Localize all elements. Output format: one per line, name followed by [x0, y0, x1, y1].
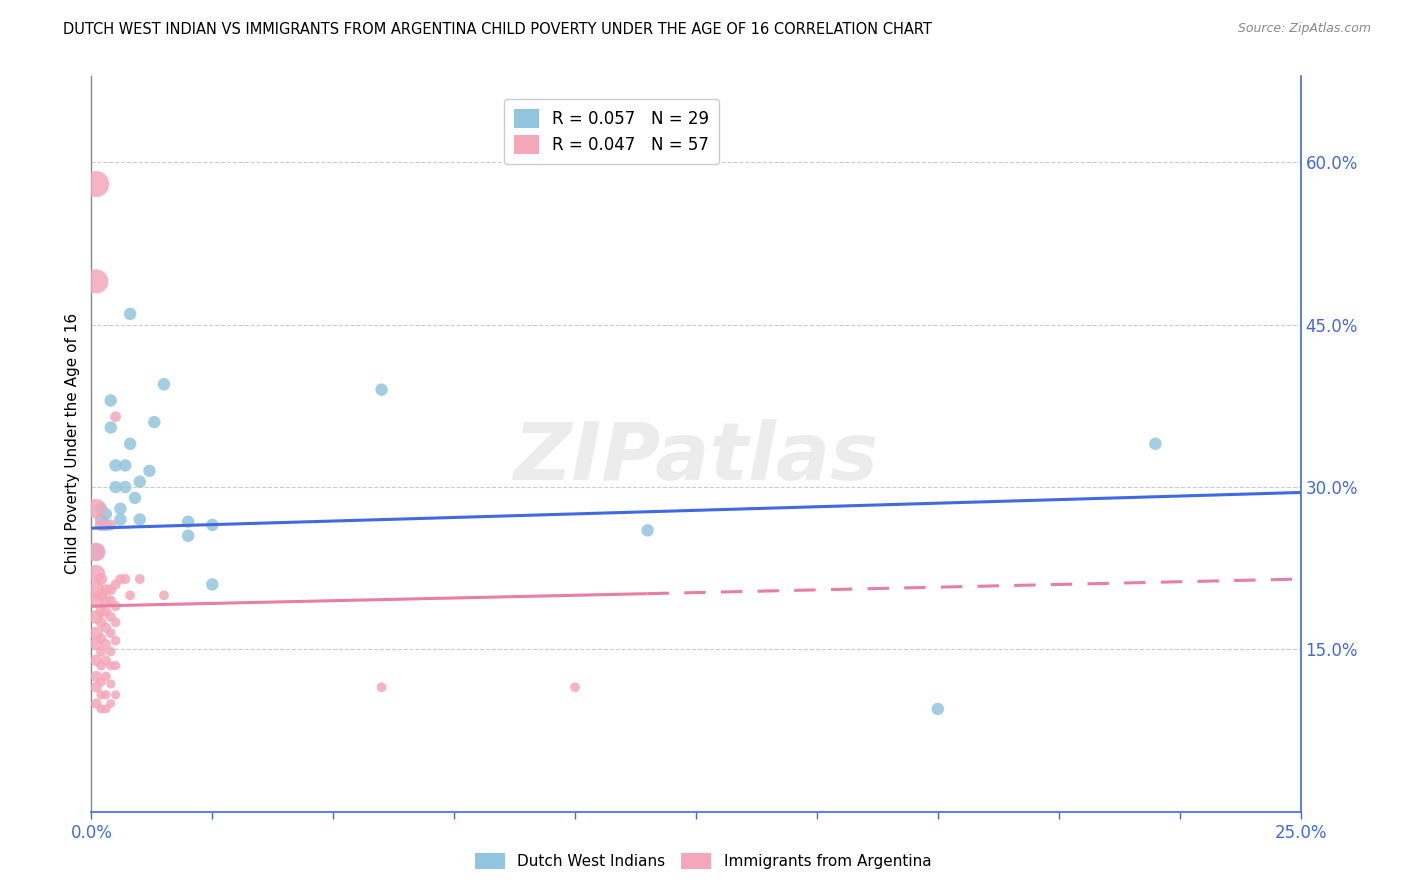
Point	[201, 577, 224, 591]
Point	[128, 475, 150, 489]
Point	[564, 680, 586, 694]
Point	[84, 501, 107, 516]
Point	[84, 669, 107, 683]
Point	[100, 420, 122, 434]
Point	[104, 409, 127, 424]
Point	[104, 599, 127, 613]
Point	[90, 644, 112, 658]
Point	[110, 501, 132, 516]
Point	[104, 658, 127, 673]
Point	[100, 658, 122, 673]
Point	[90, 501, 112, 516]
Point	[100, 517, 122, 532]
Legend: R = 0.057   N = 29, R = 0.047   N = 57: R = 0.057 N = 29, R = 0.047 N = 57	[503, 99, 718, 164]
Point	[90, 605, 112, 619]
Point	[104, 577, 127, 591]
Point	[84, 582, 107, 597]
Point	[104, 633, 127, 648]
Point	[90, 702, 112, 716]
Point	[100, 582, 122, 597]
Point	[201, 517, 224, 532]
Point	[100, 626, 122, 640]
Point	[1144, 436, 1167, 450]
Point	[90, 632, 112, 646]
Point	[94, 593, 117, 607]
Point	[114, 480, 136, 494]
Legend: Dutch West Indians, Immigrants from Argentina: Dutch West Indians, Immigrants from Arge…	[468, 847, 938, 875]
Point	[110, 572, 132, 586]
Point	[104, 458, 127, 473]
Point	[100, 610, 122, 624]
Point	[90, 674, 112, 689]
Point	[94, 688, 117, 702]
Text: DUTCH WEST INDIAN VS IMMIGRANTS FROM ARGENTINA CHILD POVERTY UNDER THE AGE OF 16: DUTCH WEST INDIAN VS IMMIGRANTS FROM ARG…	[63, 22, 932, 37]
Point	[100, 393, 122, 408]
Point	[104, 480, 127, 494]
Point	[637, 524, 659, 538]
Point	[84, 545, 107, 559]
Point	[124, 491, 146, 505]
Point	[120, 436, 142, 450]
Point	[153, 377, 176, 392]
Point	[100, 677, 122, 691]
Point	[84, 545, 107, 559]
Point	[177, 515, 200, 529]
Point	[94, 653, 117, 667]
Point	[90, 572, 112, 586]
Point	[177, 529, 200, 543]
Point	[370, 680, 392, 694]
Point	[90, 658, 112, 673]
Point	[94, 669, 117, 683]
Point	[84, 275, 107, 289]
Point	[138, 464, 160, 478]
Point	[100, 697, 122, 711]
Point	[128, 572, 150, 586]
Point	[94, 621, 117, 635]
Point	[94, 582, 117, 597]
Point	[143, 415, 166, 429]
Point	[84, 177, 107, 191]
Point	[90, 517, 112, 532]
Point	[90, 512, 112, 526]
Y-axis label: Child Poverty Under the Age of 16: Child Poverty Under the Age of 16	[65, 313, 80, 574]
Point	[100, 644, 122, 658]
Point	[84, 697, 107, 711]
Point	[84, 566, 107, 581]
Point	[94, 517, 117, 532]
Point	[90, 615, 112, 630]
Point	[104, 688, 127, 702]
Point	[84, 610, 107, 624]
Text: ZIPatlas: ZIPatlas	[513, 419, 879, 498]
Point	[84, 637, 107, 651]
Point	[90, 688, 112, 702]
Point	[84, 626, 107, 640]
Point	[94, 507, 117, 521]
Point	[128, 512, 150, 526]
Point	[110, 512, 132, 526]
Point	[94, 702, 117, 716]
Point	[94, 637, 117, 651]
Point	[153, 588, 176, 602]
Point	[927, 702, 949, 716]
Point	[100, 593, 122, 607]
Point	[84, 680, 107, 694]
Point	[370, 383, 392, 397]
Point	[120, 588, 142, 602]
Point	[84, 653, 107, 667]
Point	[114, 572, 136, 586]
Point	[114, 458, 136, 473]
Point	[90, 588, 112, 602]
Point	[120, 307, 142, 321]
Text: Source: ZipAtlas.com: Source: ZipAtlas.com	[1237, 22, 1371, 36]
Point	[104, 615, 127, 630]
Point	[94, 605, 117, 619]
Point	[84, 593, 107, 607]
